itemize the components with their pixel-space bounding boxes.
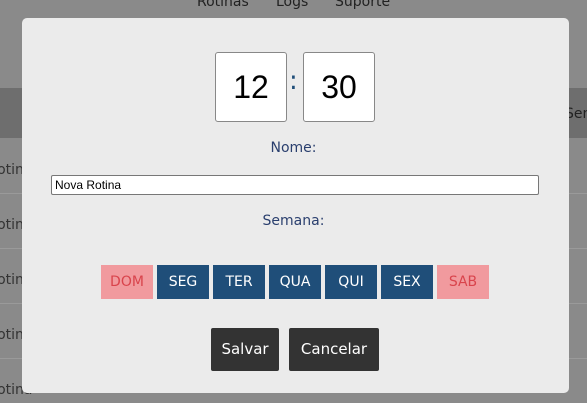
- minute-input[interactable]: 30: [303, 52, 375, 122]
- day-toggle[interactable]: QUI: [325, 265, 377, 299]
- day-toggle[interactable]: SEG: [157, 265, 209, 299]
- nav-link[interactable]: Logs: [276, 0, 309, 10]
- nav-link[interactable]: Suporte: [335, 0, 391, 10]
- day-toggle[interactable]: SEX: [381, 265, 433, 299]
- name-label: Nome:: [270, 140, 317, 156]
- save-button[interactable]: Salvar: [211, 328, 279, 371]
- day-toggle[interactable]: SAB: [437, 265, 489, 299]
- cancel-button[interactable]: Cancelar: [289, 328, 379, 371]
- column-header: Semana: [565, 106, 587, 122]
- hour-input[interactable]: 12: [215, 52, 287, 122]
- name-input[interactable]: Nova Rotina: [51, 175, 539, 195]
- week-label: Semana:: [262, 213, 325, 229]
- day-toggle[interactable]: DOM: [101, 265, 153, 299]
- nav-link[interactable]: Rotinas: [197, 0, 249, 10]
- time-separator: :: [289, 66, 298, 96]
- day-toggle[interactable]: QUA: [269, 265, 321, 299]
- day-toggle[interactable]: TER: [213, 265, 265, 299]
